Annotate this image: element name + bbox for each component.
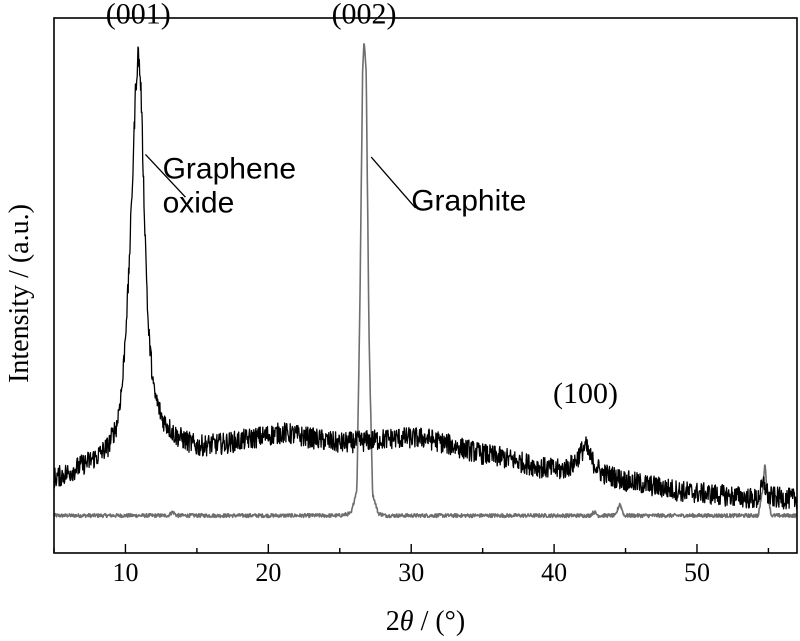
x-tick-label: 20 [255, 558, 281, 587]
x-tick-label: 30 [398, 558, 424, 587]
x-axis-title-suffix: / (°) [414, 606, 466, 637]
x-axis-title-symbol: θ [400, 606, 414, 637]
x-axis-title-prefix: 2 [386, 606, 400, 637]
y-axis-title: Intensity / (a.u.) [4, 204, 35, 383]
series-leader-line [370, 156, 416, 209]
series-leader-line [144, 153, 186, 198]
x-axis-title: 2θ / (°) [386, 606, 465, 637]
annotations: (001) (002) (100) Graphene oxide Graphite [106, 0, 618, 410]
series-label-line: oxide [163, 187, 235, 220]
x-tick-label: 50 [684, 558, 710, 587]
peak-label: (001) [106, 0, 171, 30]
series-label-line: Graphite [411, 185, 526, 218]
plot-frame [53, 17, 798, 554]
peak-label: (100) [553, 377, 618, 410]
graphite-series-line [53, 43, 798, 519]
series-label: Graphite [411, 185, 526, 218]
x-tick-label: 40 [541, 558, 567, 587]
series-layer [53, 43, 798, 519]
x-tick-label: 10 [112, 558, 138, 587]
graphene-oxide-series-line [53, 46, 798, 511]
series-label: Graphene oxide [163, 153, 296, 220]
series-label-line: Graphene [163, 153, 296, 186]
x-ticks: 10 20 30 40 50 [53, 544, 770, 587]
peak-label: (002) [332, 0, 397, 30]
